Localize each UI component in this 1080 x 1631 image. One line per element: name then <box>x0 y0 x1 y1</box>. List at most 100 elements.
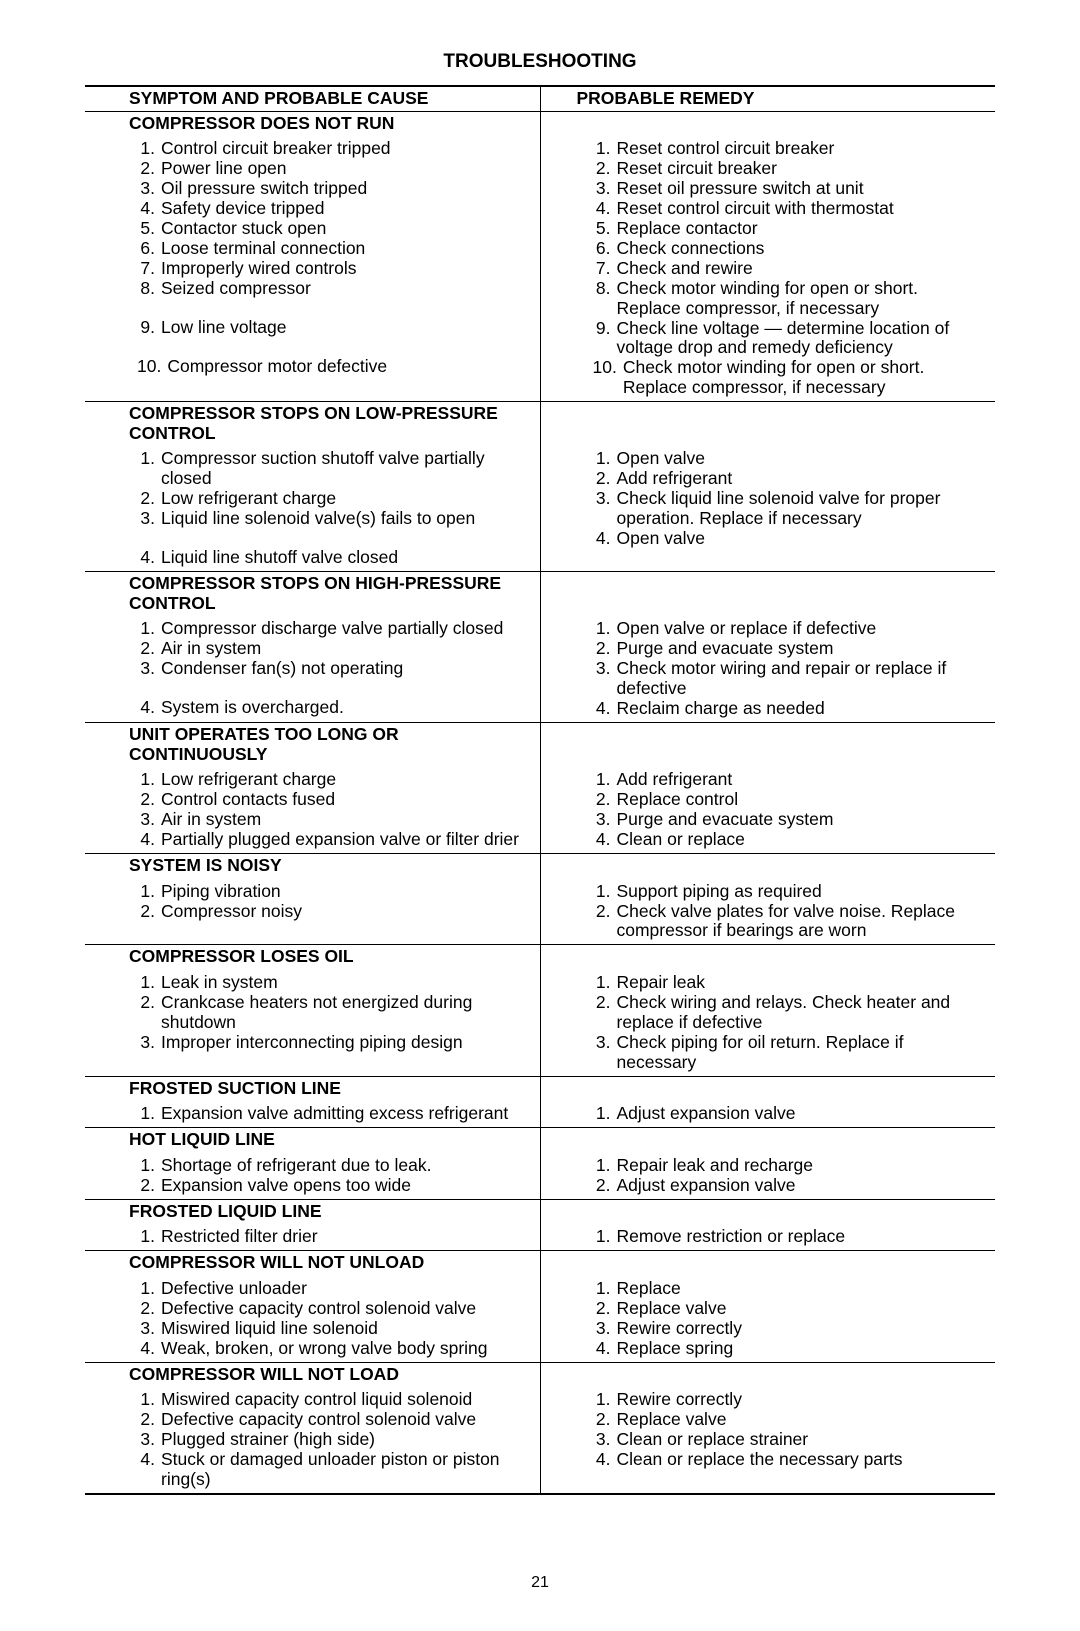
remedy-cell: COMPRESSOR WILL NOT UNLOAD1.Replace2.Rep… <box>540 1251 995 1362</box>
item-text: Reclaim charge as needed <box>617 699 988 719</box>
item-number: 5. <box>137 219 161 239</box>
list-item: 2.Defective capacity control solenoid va… <box>137 1299 532 1319</box>
cause-list: 1.Piping vibration2.Compressor noisy <box>85 878 540 925</box>
item-text: Liquid line shutoff valve closed <box>161 548 532 568</box>
item-number: 1. <box>137 1156 161 1176</box>
cause-cell: FROSTED LIQUID LINE1.Restricted filter d… <box>85 1199 540 1251</box>
list-item: 3.Check liquid line solenoid valve for p… <box>593 489 988 529</box>
list-item: 4.Open valve <box>593 529 988 549</box>
item-number: 1. <box>593 1279 617 1299</box>
list-item: 1.Control circuit breaker tripped <box>137 139 532 159</box>
item-text: Support piping as required <box>617 882 988 902</box>
item-number: 3. <box>137 1319 161 1339</box>
remedy-cell: UNIT OPERATES TOO LONG OR CONTINUOUSLY1.… <box>540 723 995 854</box>
remedy-list: 1.Support piping as required2.Check valv… <box>541 878 996 945</box>
troubleshooting-table: SYMPTOM AND PROBABLE CAUSE PROBABLE REME… <box>85 85 995 1495</box>
list-item: 1.Support piping as required <box>593 882 988 902</box>
item-text: Adjust expansion valve <box>617 1176 988 1196</box>
item-number: 1. <box>137 449 161 489</box>
section-title: FROSTED SUCTION LINE <box>85 1077 540 1101</box>
list-item: 4.Replace spring <box>593 1339 988 1359</box>
list-item: 3.Rewire correctly <box>593 1319 988 1339</box>
cause-cell: FROSTED SUCTION LINE1.Expansion valve ad… <box>85 1076 540 1128</box>
remedy-cell: COMPRESSOR WILL NOT LOAD1.Rewire correct… <box>540 1362 995 1494</box>
list-item: 3.Condenser fan(s) not operating <box>137 659 532 679</box>
item-text: Open valve or replace if defective <box>617 619 988 639</box>
item-text: Liquid line solenoid valve(s) fails to o… <box>161 509 532 529</box>
section-content-row: COMPRESSOR WILL NOT LOAD1.Miswired capac… <box>85 1362 995 1494</box>
item-text: Clean or replace strainer <box>617 1430 988 1450</box>
item-text: Reset control circuit breaker <box>617 139 988 159</box>
list-item: 3.Purge and evacuate system <box>593 810 988 830</box>
item-number: 1. <box>593 449 617 469</box>
cause-cell: COMPRESSOR STOPS ON HIGH-PRESSURE CONTRO… <box>85 572 540 723</box>
item-number: 1. <box>593 1104 617 1124</box>
item-text: Adjust expansion valve <box>617 1104 988 1124</box>
item-number: 2. <box>593 1176 617 1196</box>
list-item: 4.Safety device tripped <box>137 199 532 219</box>
cause-list: 1.Restricted filter drier <box>85 1223 540 1250</box>
item-number: 4. <box>137 698 161 718</box>
item-number: 4. <box>137 1450 161 1490</box>
cause-list: 1.Compressor suction shutoff valve parti… <box>85 445 540 571</box>
remedy-cell: COMPRESSOR LOSES OIL1.Repair leak2.Check… <box>540 945 995 1076</box>
cause-cell: COMPRESSOR WILL NOT LOAD1.Miswired capac… <box>85 1362 540 1494</box>
item-text: Remove restriction or replace <box>617 1227 988 1247</box>
item-text: Contactor stuck open <box>161 219 532 239</box>
item-number: 4. <box>137 548 161 568</box>
list-item: 8.Seized compressor <box>137 279 532 299</box>
section-content-row: COMPRESSOR STOPS ON HIGH-PRESSURE CONTRO… <box>85 572 995 723</box>
remedy-cell: HOT LIQUID LINE1.Repair leak and recharg… <box>540 1128 995 1199</box>
section-title: COMPRESSOR WILL NOT LOAD <box>85 1363 540 1387</box>
section-content-row: FROSTED LIQUID LINE1.Restricted filter d… <box>85 1199 995 1251</box>
list-item: 2.Replace valve <box>593 1299 988 1319</box>
list-item: 2.Replace control <box>593 790 988 810</box>
item-text: Repair leak and recharge <box>617 1156 988 1176</box>
item-text: System is overcharged. <box>161 698 532 718</box>
section-content-row: COMPRESSOR STOPS ON LOW-PRESSURE CONTROL… <box>85 402 995 572</box>
item-number: 9. <box>137 318 161 338</box>
item-text: Compressor motor defective <box>167 357 531 377</box>
item-number: 5. <box>593 219 617 239</box>
item-text: Check motor wiring and repair or replace… <box>617 659 988 699</box>
list-item: 9.Check line voltage — determine locatio… <box>593 319 988 359</box>
header-right: PROBABLE REMEDY <box>540 86 995 111</box>
item-number: 3. <box>593 489 617 529</box>
list-item: 3.Oil pressure switch tripped <box>137 179 532 199</box>
item-text: Replace valve <box>617 1299 988 1319</box>
item-number: 3. <box>137 509 161 529</box>
item-text: Rewire correctly <box>617 1390 988 1410</box>
item-text: Check connections <box>617 239 988 259</box>
item-number: 3. <box>137 1033 161 1053</box>
list-item: 3.Plugged strainer (high side) <box>137 1430 532 1450</box>
item-text: Check valve plates for valve noise. Repl… <box>617 902 988 942</box>
list-item: 1.Piping vibration <box>137 882 532 902</box>
item-number: 4. <box>593 1339 617 1359</box>
list-item: 4.Partially plugged expansion valve or f… <box>137 830 532 850</box>
item-text: Check and rewire <box>617 259 988 279</box>
section-title: COMPRESSOR WILL NOT UNLOAD <box>85 1251 540 1275</box>
item-text: Purge and evacuate system <box>617 810 988 830</box>
remedy-cell: COMPRESSOR STOPS ON HIGH-PRESSURE CONTRO… <box>540 572 995 723</box>
item-number: 6. <box>593 239 617 259</box>
item-text: Compressor noisy <box>161 902 532 922</box>
item-number: 3. <box>593 1430 617 1450</box>
item-text: Low line voltage <box>161 318 532 338</box>
item-text: Control circuit breaker tripped <box>161 139 532 159</box>
item-text: Improperly wired controls <box>161 259 532 279</box>
item-number: 1. <box>137 770 161 790</box>
item-text: Miswired liquid line solenoid <box>161 1319 532 1339</box>
item-number: 3. <box>137 1430 161 1450</box>
item-number: 1. <box>137 1279 161 1299</box>
item-number: 2. <box>593 902 617 942</box>
item-number: 7. <box>137 259 161 279</box>
item-number: 2. <box>137 639 161 659</box>
section-content-row: HOT LIQUID LINE1.Shortage of refrigerant… <box>85 1128 995 1199</box>
list-item: 1.Open valve or replace if defective <box>593 619 988 639</box>
item-text: Clean or replace <box>617 830 988 850</box>
item-text: Check wiring and relays. Check heater an… <box>617 993 988 1033</box>
item-text: Repair leak <box>617 973 988 993</box>
item-number: 2. <box>593 1410 617 1430</box>
item-text: Expansion valve opens too wide <box>161 1176 532 1196</box>
remedy-cell: FROSTED LIQUID LINE1.Remove restriction … <box>540 1199 995 1251</box>
